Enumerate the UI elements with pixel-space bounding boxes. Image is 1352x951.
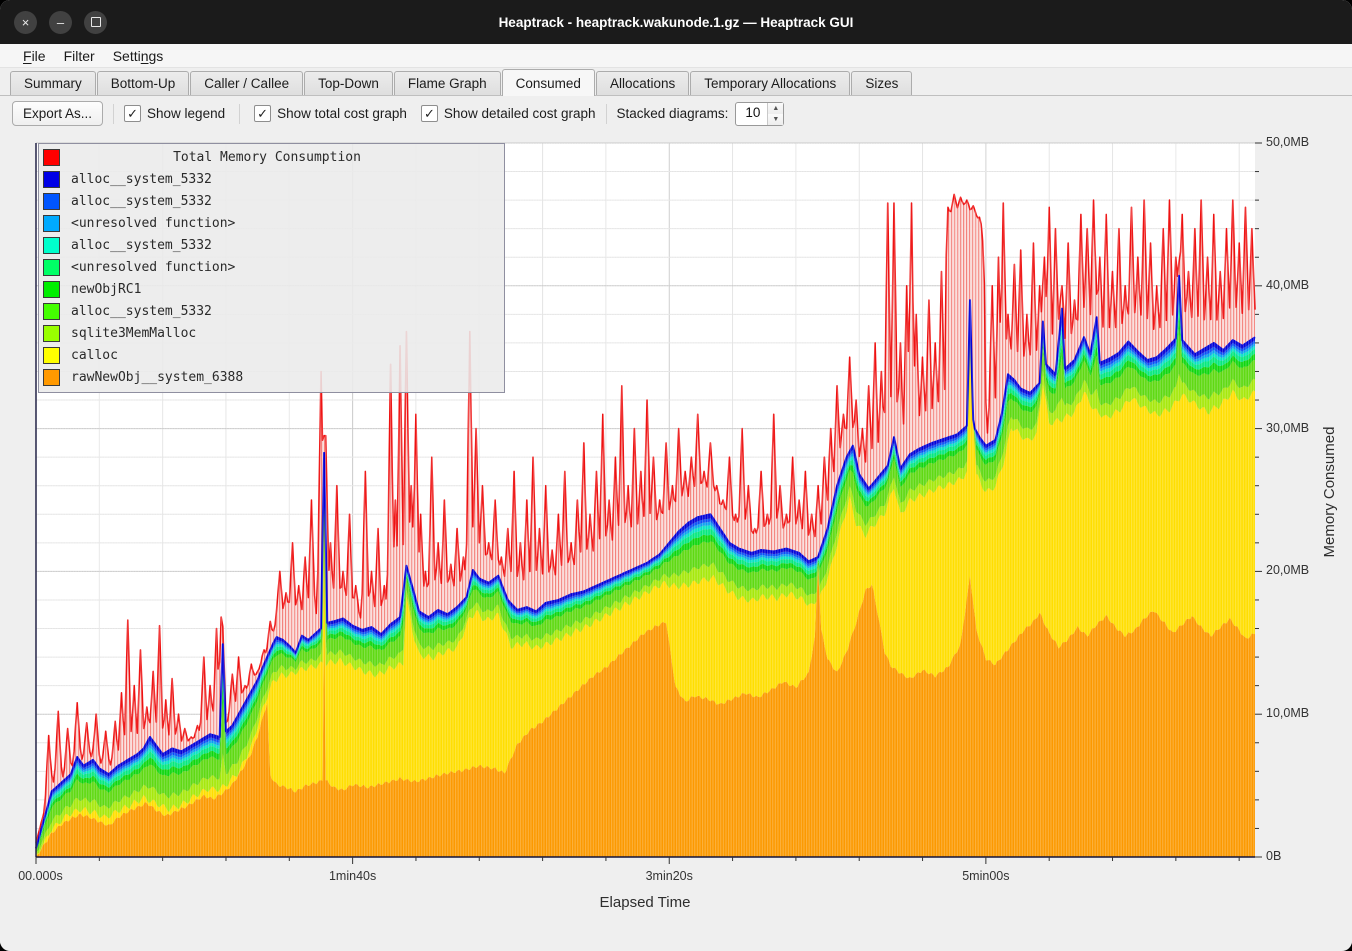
checkbox-label: Show detailed cost graph — [443, 106, 596, 121]
legend-title: Total Memory Consumption — [173, 149, 361, 165]
legend-swatch — [43, 280, 60, 298]
legend-swatch — [43, 346, 60, 364]
checkbox-icon[interactable]: ✓ — [420, 105, 438, 122]
y-tick-label: 10,0MB — [1266, 706, 1310, 721]
tab-top-down[interactable]: Top-Down — [304, 71, 393, 96]
legend-total-swatch — [43, 148, 60, 166]
legend-swatch — [43, 170, 60, 188]
tab-consumed[interactable]: Consumed — [501, 69, 595, 96]
menu-settings[interactable]: Settings — [112, 47, 164, 64]
checkbox-show-total-cost-graph[interactable]: ✓ Show total cost graph — [254, 105, 407, 122]
legend-label: sqlite3MemMalloc — [71, 325, 197, 341]
tab-summary[interactable]: Summary — [10, 71, 96, 96]
y-tick-label: 40,0MB — [1266, 277, 1310, 292]
toolbar-separator — [113, 103, 115, 124]
legend-label: <unresolved function> — [71, 215, 236, 231]
close-icon[interactable]: × — [14, 10, 37, 34]
legend-item: sqlite3MemMalloc — [39, 322, 504, 344]
checkbox-label: Show legend — [147, 106, 226, 121]
tab-sizes[interactable]: Sizes — [851, 71, 913, 96]
y-tick-label: 30,0MB — [1266, 420, 1310, 435]
legend-item: <unresolved function> — [39, 256, 504, 278]
tab-temporary-allocations[interactable]: Temporary Allocations — [690, 71, 851, 96]
legend-item: alloc__system_5332 — [39, 168, 504, 190]
menu-bar: File Filter Settings — [0, 44, 1352, 68]
legend-title-row: Total Memory Consumption — [39, 146, 504, 168]
x-tick-label: 3min20s — [645, 869, 693, 883]
legend-label: <unresolved function> — [71, 259, 236, 275]
legend-item: alloc__system_5332 — [39, 190, 504, 212]
stacked-diagrams-label: Stacked diagrams: — [616, 106, 729, 121]
x-axis-title: Elapsed Time — [599, 894, 691, 911]
legend-label: newObjRC1 — [71, 281, 142, 297]
chart-canvas[interactable] — [0, 131, 1352, 944]
stacked-diagrams-group: Stacked diagrams: 10 ▲ ▼ — [616, 101, 785, 126]
legend-item: rawNewObj__system_6388 — [39, 366, 504, 388]
tab-allocations[interactable]: Allocations — [595, 71, 690, 96]
x-tick-label: 00.000s — [18, 869, 63, 883]
x-tick-label: 1min40s — [328, 869, 377, 883]
legend-label: alloc__system_5332 — [71, 237, 212, 253]
spin-down-icon[interactable]: ▼ — [768, 113, 784, 125]
legend-swatch — [43, 236, 60, 254]
spin-up-icon[interactable]: ▲ — [768, 102, 784, 114]
checkbox-icon[interactable]: ✓ — [254, 105, 272, 122]
checkbox-icon[interactable]: ✓ — [124, 105, 142, 122]
checkbox-show-detailed-cost-graph[interactable]: ✓ Show detailed cost graph — [420, 105, 596, 122]
menu-filter[interactable]: Filter — [63, 47, 95, 64]
tab-caller-callee[interactable]: Caller / Callee — [190, 71, 304, 96]
legend-label: alloc__system_5332 — [71, 303, 212, 319]
y-axis-title: Memory Consumed — [1321, 426, 1338, 558]
legend-label: rawNewObj__system_6388 — [71, 369, 244, 385]
legend-label: alloc__system_5332 — [71, 171, 212, 187]
legend-swatch — [43, 302, 60, 320]
legend-swatch — [43, 258, 60, 276]
window-controls: × – — [14, 0, 107, 44]
y-tick-label: 0B — [1266, 849, 1282, 863]
toolbar: Export As... ✓ Show legend ✓ Show total cos… — [0, 96, 1352, 131]
legend-label: alloc__system_5332 — [71, 193, 212, 209]
window-title: Heaptrack - heaptrack.wakunode.1.gz — He… — [498, 14, 854, 30]
menu-file[interactable]: File — [23, 47, 46, 64]
memory-chart: Total Memory Consumption alloc__system_5… — [0, 131, 1352, 944]
legend-item: <unresolved function> — [39, 212, 504, 234]
legend-swatch — [43, 192, 60, 210]
legend-swatch — [43, 324, 60, 342]
toolbar-separator — [605, 103, 607, 124]
tab-underline — [0, 95, 1352, 96]
legend-swatch — [43, 214, 60, 232]
legend-item: alloc__system_5332 — [39, 300, 504, 322]
tab-bottom-up[interactable]: Bottom-Up — [96, 71, 190, 96]
maximize-icon[interactable] — [84, 10, 107, 34]
legend-item: newObjRC1 — [39, 278, 504, 300]
legend-label: calloc — [71, 347, 118, 363]
y-tick-label: 50,0MB — [1266, 135, 1310, 149]
legend-item: alloc__system_5332 — [39, 234, 504, 256]
checkbox-label: Show total cost graph — [277, 106, 407, 121]
legend-item: calloc — [39, 344, 504, 366]
chart-legend: Total Memory Consumption alloc__system_5… — [38, 143, 505, 393]
export-as-button[interactable]: Export As... — [12, 101, 104, 126]
minimize-icon[interactable]: – — [49, 10, 72, 34]
title-bar: × – Heaptrack - heaptrack.wakunode.1.gz … — [0, 0, 1352, 44]
stacked-diagrams-spinbox[interactable]: 10 ▲ ▼ — [735, 101, 785, 126]
tab-flame-graph[interactable]: Flame Graph — [393, 71, 501, 96]
stacked-diagrams-value[interactable]: 10 — [745, 104, 761, 120]
x-tick-label: 5min00s — [962, 869, 1010, 883]
y-tick-label: 20,0MB — [1266, 563, 1310, 578]
checkbox-show-legend[interactable]: ✓ Show legend — [124, 105, 225, 122]
tab-bar: Summary Bottom-Up Caller / Callee Top-Down F… — [0, 68, 1352, 96]
legend-swatch — [43, 368, 60, 386]
